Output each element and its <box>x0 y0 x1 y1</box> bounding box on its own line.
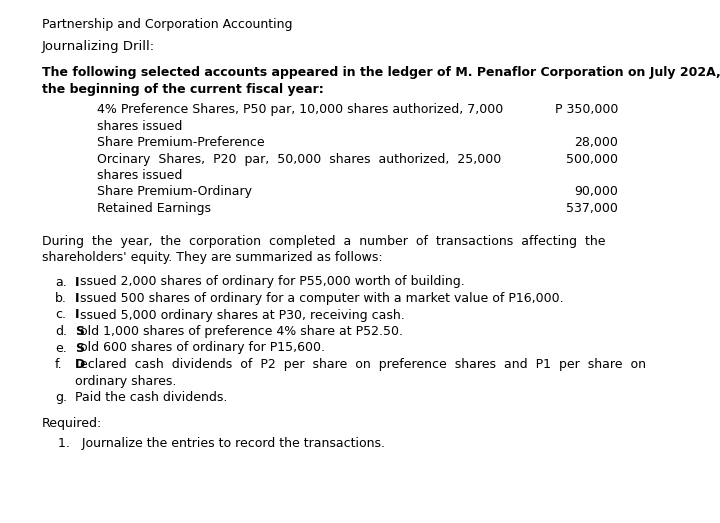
Text: The following selected accounts appeared in the ledger of M. Penaflor Corporatio: The following selected accounts appeared… <box>42 66 720 79</box>
Text: 4% Preference Shares, P50 par, 10,000 shares authorized, 7,000: 4% Preference Shares, P50 par, 10,000 sh… <box>97 103 503 116</box>
Text: shares issued: shares issued <box>97 169 182 182</box>
Text: shares issued: shares issued <box>97 119 182 132</box>
Text: S: S <box>75 325 84 338</box>
Text: 90,000: 90,000 <box>574 186 618 199</box>
Text: S: S <box>75 342 84 355</box>
Text: Orcinary  Shares,  P20  par,  50,000  shares  authorized,  25,000: Orcinary Shares, P20 par, 50,000 shares … <box>97 153 501 165</box>
Text: ssued 500 shares of ordinary for a computer with a market value of P16,000.: ssued 500 shares of ordinary for a compu… <box>81 292 564 305</box>
Text: ssued 2,000 shares of ordinary for P55,000 worth of building.: ssued 2,000 shares of ordinary for P55,0… <box>81 276 465 289</box>
Text: f.: f. <box>55 358 63 371</box>
Text: a.: a. <box>55 276 67 289</box>
Text: Paid the cash dividends.: Paid the cash dividends. <box>75 391 228 404</box>
Text: e.: e. <box>55 342 67 355</box>
Text: I: I <box>75 309 79 322</box>
Text: Retained Earnings: Retained Earnings <box>97 202 211 215</box>
Text: Share Premium-Preference: Share Premium-Preference <box>97 136 265 149</box>
Text: the beginning of the current fiscal year:: the beginning of the current fiscal year… <box>42 83 324 96</box>
Text: 1.   Journalize the entries to record the transactions.: 1. Journalize the entries to record the … <box>58 438 385 450</box>
Text: Journalizing Drill:: Journalizing Drill: <box>42 40 155 53</box>
Text: old 1,000 shares of preference 4% share at P52.50.: old 1,000 shares of preference 4% share … <box>81 325 403 338</box>
Text: b.: b. <box>55 292 67 305</box>
Text: 500,000: 500,000 <box>566 153 618 165</box>
Text: Required:: Required: <box>42 417 102 430</box>
Text: g.: g. <box>55 391 67 404</box>
Text: ordinary shares.: ordinary shares. <box>75 374 176 388</box>
Text: old 600 shares of ordinary for P15,600.: old 600 shares of ordinary for P15,600. <box>81 342 325 355</box>
Text: ssued 5,000 ordinary shares at P30, receiving cash.: ssued 5,000 ordinary shares at P30, rece… <box>81 309 405 322</box>
Text: Partnership and Corporation Accounting: Partnership and Corporation Accounting <box>42 18 292 31</box>
Text: shareholders' equity. They are summarized as follows:: shareholders' equity. They are summarize… <box>42 251 382 264</box>
Text: I: I <box>75 276 79 289</box>
Text: Share Premium-Ordinary: Share Premium-Ordinary <box>97 186 252 199</box>
Text: D: D <box>75 358 85 371</box>
Text: eclared  cash  dividends  of  P2  per  share  on  preference  shares  and  P1  p: eclared cash dividends of P2 per share o… <box>81 358 647 371</box>
Text: I: I <box>75 292 79 305</box>
Text: 28,000: 28,000 <box>574 136 618 149</box>
Text: c.: c. <box>55 309 66 322</box>
Text: d.: d. <box>55 325 67 338</box>
Text: 537,000: 537,000 <box>566 202 618 215</box>
Text: During  the  year,  the  corporation  completed  a  number  of  transactions  af: During the year, the corporation complet… <box>42 234 606 247</box>
Text: P 350,000: P 350,000 <box>554 103 618 116</box>
